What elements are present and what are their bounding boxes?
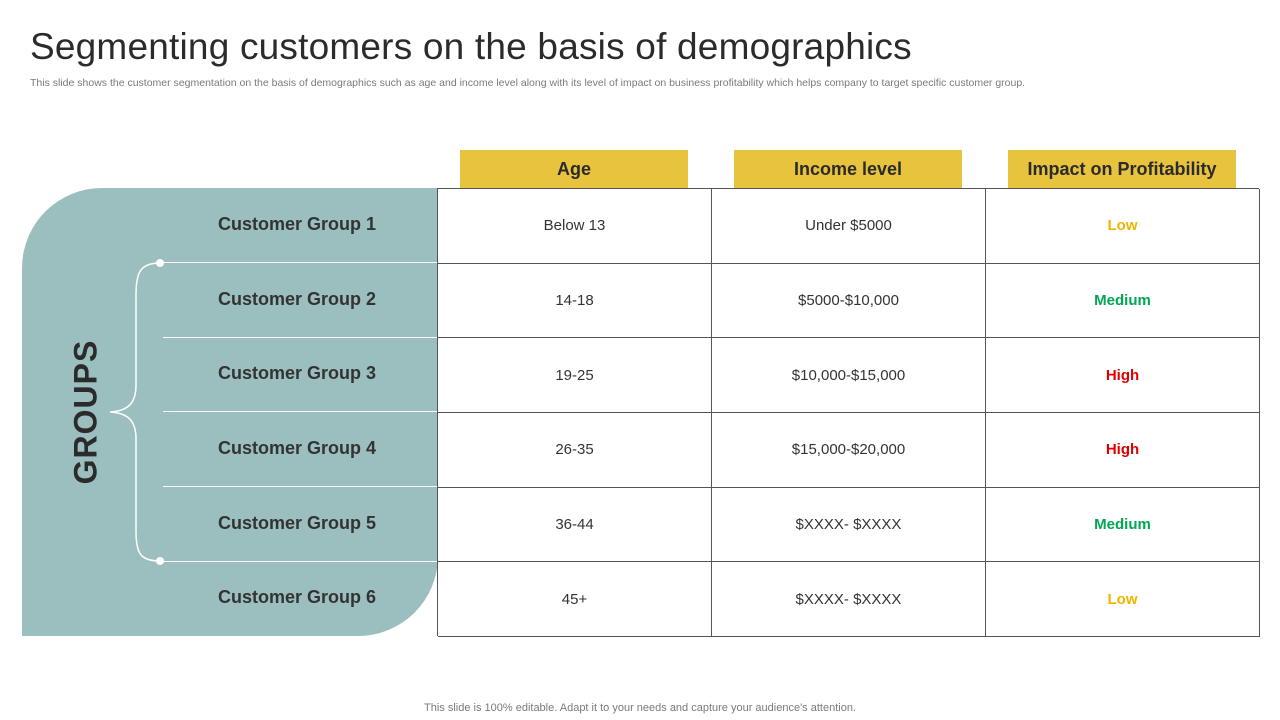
row-divider bbox=[163, 262, 438, 263]
groups-label: GROUPS bbox=[67, 339, 104, 485]
impact-cell: Medium bbox=[986, 263, 1260, 339]
income-cell: $10,000-$15,000 bbox=[712, 338, 986, 413]
age-cell: 36-44 bbox=[438, 487, 712, 563]
row-divider bbox=[163, 561, 438, 562]
customer-group-label: Customer Group 2 bbox=[218, 289, 377, 309]
customer-group-label: Customer Group 5 bbox=[218, 513, 377, 533]
impact-cell: High bbox=[986, 338, 1260, 413]
impact-cell: Medium bbox=[986, 487, 1260, 563]
age-cell: 14-18 bbox=[438, 263, 712, 339]
brace-connector-icon bbox=[109, 259, 164, 565]
customer-group-label: Customer Group 4 bbox=[218, 438, 377, 458]
income-cell: $XXXX- $XXXX bbox=[712, 562, 986, 637]
row-divider bbox=[163, 486, 438, 487]
impact-cell: High bbox=[986, 412, 1260, 488]
income-cell: $5000-$10,000 bbox=[712, 263, 986, 339]
customer-group-label: Customer Group 6 bbox=[218, 587, 377, 607]
header-income-level: Income level bbox=[734, 150, 962, 188]
age-cell: 45+ bbox=[438, 562, 712, 637]
income-cell: $15,000-$20,000 bbox=[712, 412, 986, 488]
header-age: Age bbox=[460, 150, 688, 188]
page-subtitle: This slide shows the customer segmentati… bbox=[30, 77, 1026, 89]
income-cell: Under $5000 bbox=[712, 189, 986, 264]
customer-group-label: Customer Group 1 bbox=[218, 214, 377, 234]
age-cell: 26-35 bbox=[438, 412, 712, 488]
row-divider bbox=[163, 337, 438, 338]
age-cell: Below 13 bbox=[438, 189, 712, 264]
header-impact: Impact on Profitability bbox=[1008, 150, 1236, 188]
row-divider bbox=[163, 411, 438, 412]
page-title: Segmenting customers on the basis of dem… bbox=[30, 26, 912, 67]
demographics-table: Below 13 Under $5000 Low 14-18 $5000-$10… bbox=[437, 188, 1260, 637]
age-cell: 19-25 bbox=[438, 338, 712, 413]
customer-group-label: Customer Group 3 bbox=[218, 363, 377, 383]
impact-cell: Low bbox=[986, 562, 1260, 637]
footer-note: This slide is 100% editable. Adapt it to… bbox=[424, 702, 856, 714]
impact-cell: Low bbox=[986, 189, 1260, 264]
income-cell: $XXXX- $XXXX bbox=[712, 487, 986, 563]
